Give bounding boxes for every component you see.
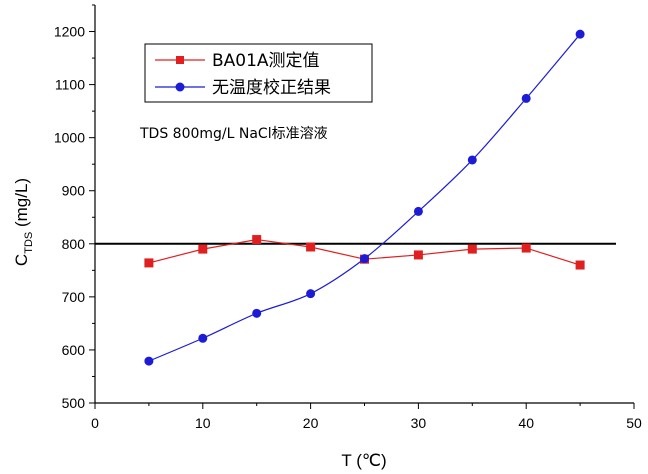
series-2-point [521, 93, 531, 103]
series-1-point [575, 260, 585, 270]
legend-box [144, 43, 373, 103]
x-tick-label: 10 [195, 415, 211, 431]
legend: BA01A测定值 无温度校正结果 [144, 43, 373, 103]
annotation-text: TDS 800mg/L NaCl标准溶液 [139, 126, 328, 142]
legend-label-series-2: 无温度校正结果 [212, 78, 331, 98]
series-group [144, 29, 585, 366]
series-1-point [413, 250, 423, 260]
y-tick-label: 800 [62, 236, 86, 252]
series-2-point [198, 333, 208, 343]
x-tick-label: 20 [303, 415, 319, 431]
y-tick-label: 900 [62, 183, 86, 199]
series-2-point [413, 206, 423, 216]
series-2-point [252, 308, 262, 318]
axes-group: 0 10 20 30 40 50 500 600 700 800 900 1000 1100 1200 [54, 4, 642, 431]
y-tick-label: 500 [62, 395, 86, 411]
series-2-point [575, 29, 585, 39]
series-2-point [306, 289, 316, 299]
y-axis-title-subscript: TDS [23, 232, 35, 254]
series-1-point [198, 244, 208, 254]
series-1-point [521, 243, 531, 253]
series-1-point [252, 235, 262, 245]
series-2-point [144, 356, 154, 366]
x-tick-label: 50 [626, 415, 642, 431]
series-2-point [467, 155, 477, 165]
y-tick-label: 1200 [54, 24, 85, 40]
series-1-point [144, 258, 154, 268]
legend-marker-series-2 [175, 82, 185, 92]
y-tick-label: 1000 [54, 130, 85, 146]
x-tick-label: 0 [91, 415, 99, 431]
series-1-point [306, 242, 316, 252]
legend-marker-series-1 [176, 56, 184, 64]
legend-label-series-1: BA01A测定值 [212, 51, 320, 71]
series-2-point [360, 254, 369, 264]
y-axis-title: CTDS (mg/L) [12, 178, 35, 266]
y-tick-label: 600 [62, 342, 86, 358]
x-tick-label: 30 [411, 415, 427, 431]
y-axis-title-unit: (mg/L) [12, 178, 31, 232]
x-axis-title: T (℃) [341, 451, 386, 470]
y-axis-title-main: C [12, 254, 31, 266]
series-2-line [148, 33, 581, 362]
series-1-point [467, 244, 477, 254]
y-tick-label: 1100 [55, 77, 85, 93]
x-tick-label: 40 [518, 415, 534, 431]
y-tick-label: 700 [62, 289, 86, 305]
